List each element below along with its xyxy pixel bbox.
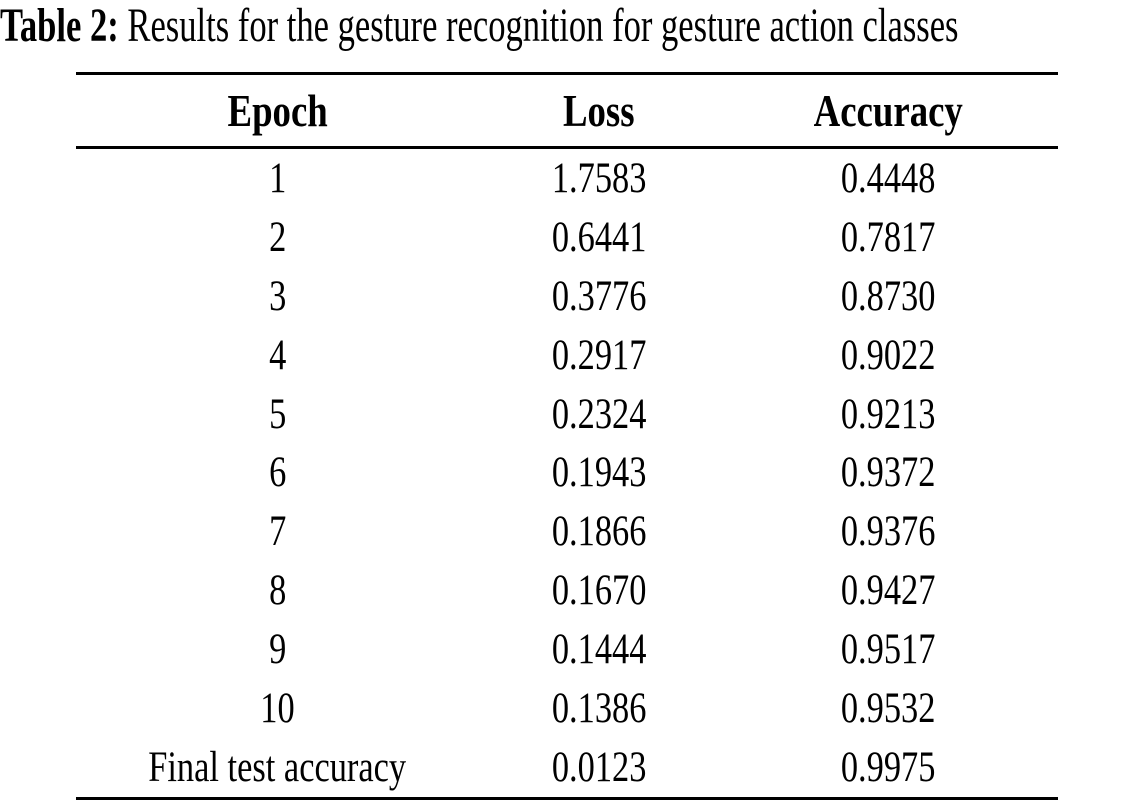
table-row: 2 0.6441 0.7817 [76,208,1058,267]
cell-accuracy: 0.9517 [719,625,1058,674]
cell-epoch-value: 2 [268,213,286,261]
table-row: 3 0.3776 0.8730 [76,267,1058,326]
cell-epoch-value: 4 [268,331,286,379]
cell-accuracy: 0.9376 [719,507,1058,556]
cell-epoch-value: 6 [268,449,286,497]
cell-loss-value: 0.2917 [551,331,647,379]
table-rule-top [76,72,1058,75]
header-cell-loss: Loss [479,84,720,137]
header-loss-label: Loss [563,85,635,136]
cell-epoch: 5 [76,390,479,439]
cell-loss-value: 0.1670 [551,567,647,615]
cell-epoch: 8 [76,566,479,615]
table-caption-line: Table 2: Results for the gesture recogni… [0,0,959,56]
cell-loss: 1.7583 [479,154,720,203]
cell-epoch: 1 [76,154,479,203]
cell-loss-value: 0.2324 [551,390,647,438]
header-cell-accuracy: Accuracy [719,84,1058,137]
cell-loss-value: 0.1866 [551,508,647,556]
cell-loss: 0.1943 [479,448,720,497]
cell-accuracy-value: 0.8730 [841,272,936,320]
cell-accuracy: 0.8730 [719,272,1058,321]
header-accuracy-label: Accuracy [813,85,964,136]
cell-accuracy-value: 0.9372 [841,449,936,497]
results-table: Epoch Loss Accuracy 1 1.7583 0.4448 2 0.6441… [76,72,1058,800]
cell-accuracy-value: 0.4448 [841,154,936,202]
cell-loss: 0.6441 [479,213,720,262]
cell-epoch-value: 8 [268,567,286,615]
cell-loss: 0.0123 [479,743,720,792]
cell-epoch: 9 [76,625,479,674]
cell-loss-value: 1.7583 [551,154,647,202]
cell-loss-value: 0.1444 [551,626,647,674]
header-cell-epoch: Epoch [76,84,479,137]
cell-epoch: 3 [76,272,479,321]
table-row: 8 0.1670 0.9427 [76,561,1058,620]
cell-accuracy-value: 0.9376 [841,508,936,556]
cell-epoch: Final test accuracy [76,743,479,792]
cell-epoch-value: 1 [268,154,286,202]
cell-loss-value: 0.0123 [551,743,647,791]
cell-epoch-value: 7 [268,508,286,556]
table-row: 10 0.1386 0.9532 [76,679,1058,738]
cell-loss-value: 0.1943 [551,449,647,497]
cell-epoch: 4 [76,331,479,380]
cell-epoch-value: 10 [260,684,295,732]
cell-loss: 0.1444 [479,625,720,674]
table-rule-mid [76,146,1058,149]
cell-loss-value: 0.1386 [551,684,647,732]
table-row: 6 0.1943 0.9372 [76,443,1058,502]
cell-accuracy-value: 0.9975 [841,743,936,791]
table-row: 7 0.1866 0.9376 [76,502,1058,561]
cell-epoch: 2 [76,213,479,262]
cell-accuracy: 0.4448 [719,154,1058,203]
cell-epoch-value: 3 [268,272,286,320]
cell-accuracy: 0.9532 [719,684,1058,733]
cell-loss-value: 0.6441 [551,213,647,261]
cell-epoch-value: Final test accuracy [148,743,407,791]
cell-epoch-value: 9 [268,626,286,674]
cell-loss: 0.2324 [479,390,720,439]
cell-accuracy-value: 0.9213 [841,390,936,438]
cell-loss: 0.1866 [479,507,720,556]
cell-epoch: 7 [76,507,479,556]
cell-accuracy-value: 0.9517 [841,626,936,674]
table-row: Final test accuracy 0.0123 0.9975 [76,738,1058,797]
cell-loss: 0.2917 [479,331,720,380]
cell-accuracy: 0.9975 [719,743,1058,792]
cell-epoch-value: 5 [268,390,286,438]
table-body: 1 1.7583 0.4448 2 0.6441 0.7817 3 0.3776 0.8730 4… [76,149,1058,797]
header-epoch-label: Epoch [227,85,328,136]
cell-loss: 0.3776 [479,272,720,321]
cell-accuracy: 0.7817 [719,213,1058,262]
table-caption: Table 2: Results for the gesture recogni… [0,0,1128,56]
cell-accuracy: 0.9022 [719,331,1058,380]
cell-accuracy-value: 0.9532 [841,684,936,732]
table-header-row: Epoch Loss Accuracy [76,75,1058,146]
table-row: 4 0.2917 0.9022 [76,326,1058,385]
cell-epoch: 10 [76,684,479,733]
cell-accuracy-value: 0.9022 [841,331,936,379]
table-caption-text: Results for the gesture recognition for … [118,0,959,52]
cell-loss-value: 0.3776 [551,272,647,320]
cell-accuracy: 0.9372 [719,448,1058,497]
cell-accuracy-value: 0.7817 [841,213,936,261]
table-rule-bottom [76,796,1058,800]
table-row: 1 1.7583 0.4448 [76,149,1058,208]
cell-loss: 0.1386 [479,684,720,733]
cell-accuracy-value: 0.9427 [841,567,936,615]
table-row: 5 0.2324 0.9213 [76,385,1058,444]
cell-accuracy: 0.9213 [719,390,1058,439]
cell-accuracy: 0.9427 [719,566,1058,615]
cell-loss: 0.1670 [479,566,720,615]
cell-epoch: 6 [76,448,479,497]
table-row: 9 0.1444 0.9517 [76,620,1058,679]
table-caption-label: Table 2: [0,0,119,52]
